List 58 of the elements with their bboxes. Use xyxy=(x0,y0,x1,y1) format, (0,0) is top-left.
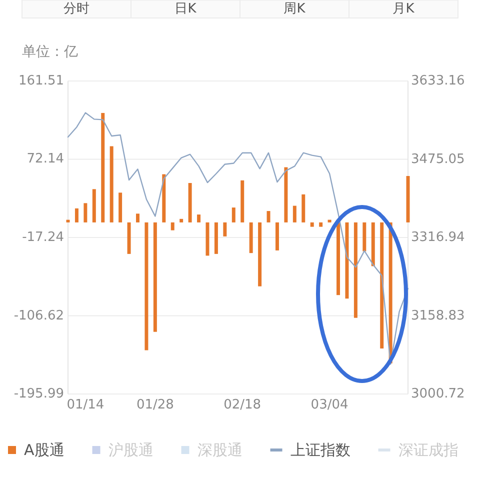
bar xyxy=(249,222,253,254)
bar xyxy=(275,222,279,250)
bar xyxy=(371,222,375,266)
line-series xyxy=(67,112,409,365)
y2-tick-label: 3158.83 xyxy=(411,308,465,324)
text: 分时 xyxy=(64,2,90,16)
y-axis-title: 单位：亿 xyxy=(22,44,78,60)
y2-tick-label: 3316.94 xyxy=(411,230,465,245)
x-tick-label: 01/28 xyxy=(136,398,174,412)
bar xyxy=(292,206,296,222)
y-tick-label: 72.14 xyxy=(26,152,64,167)
bar xyxy=(240,180,244,222)
bar xyxy=(345,222,349,299)
bar xyxy=(328,220,332,222)
bar xyxy=(258,222,262,286)
bar xyxy=(110,146,114,222)
legend-label: 上证指数 xyxy=(290,441,350,459)
bar xyxy=(354,222,358,318)
text: 日K xyxy=(174,2,197,16)
y2-tick-label: 3000.72 xyxy=(411,386,465,402)
bar xyxy=(197,214,201,222)
bar xyxy=(127,222,131,254)
bar xyxy=(232,208,236,222)
bar xyxy=(380,222,384,348)
bar xyxy=(284,167,288,222)
bar xyxy=(170,222,174,230)
bar xyxy=(319,222,323,227)
bar xyxy=(153,222,157,332)
bar xyxy=(362,222,366,252)
bar xyxy=(84,203,88,222)
y2-tick-label: 3633.16 xyxy=(411,74,465,88)
x-tick-label: 02/18 xyxy=(224,398,262,412)
y-tick-label: -106.62 xyxy=(14,308,64,324)
legend-label: A股通 xyxy=(24,441,64,459)
bar xyxy=(180,218,184,222)
bar xyxy=(206,222,210,256)
bar xyxy=(118,192,122,222)
text: 月K xyxy=(392,2,415,16)
bar xyxy=(188,183,192,222)
bar xyxy=(101,112,105,222)
y-tick-label: 161.51 xyxy=(18,74,64,88)
bar xyxy=(144,222,148,350)
bar xyxy=(266,211,270,222)
bar xyxy=(302,194,306,222)
bar xyxy=(92,189,96,222)
x-tick-label: 01/14 xyxy=(66,398,104,412)
bar xyxy=(336,222,340,296)
bar xyxy=(136,214,140,222)
bar xyxy=(162,174,166,222)
x-tick-label: 03/04 xyxy=(310,398,348,412)
bar xyxy=(214,222,218,254)
y2-tick-label: 3475.05 xyxy=(411,152,465,167)
bar xyxy=(310,222,314,227)
bar xyxy=(74,208,78,222)
bar xyxy=(223,222,227,236)
y-tick-label: -17.24 xyxy=(22,230,64,245)
text: 周K xyxy=(284,2,306,16)
y-tick-label: -195.99 xyxy=(14,386,64,402)
